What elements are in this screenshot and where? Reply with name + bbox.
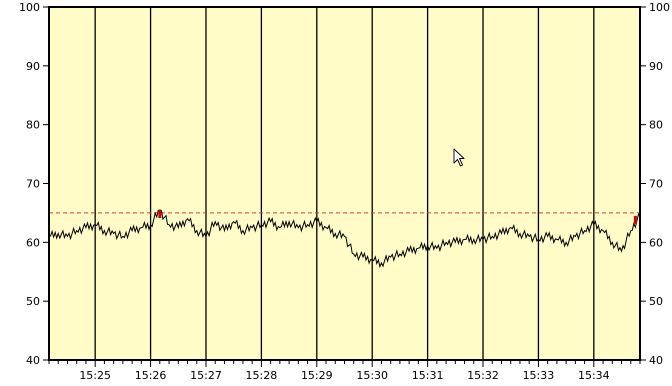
x-tick-label: 15:33 [523, 369, 555, 382]
y-tick-label-left: 50 [26, 295, 40, 308]
chart-background [49, 7, 640, 360]
x-tick-label: 15:25 [79, 369, 111, 382]
x-tick-label: 15:31 [412, 369, 444, 382]
y-tick-label-right: 90 [649, 60, 663, 73]
plot-area [49, 7, 640, 360]
y-tick-label-left: 100 [19, 1, 40, 14]
minute-gridlines [94, 7, 595, 360]
tick-labels: 40 40 50 50 60 60 70 70 80 80 90 90 100 100 15:25 15:26… [19, 1, 670, 382]
x-tick-label: 15:28 [246, 369, 278, 382]
x-tick-label: 15:30 [356, 369, 388, 382]
y-tick-label-right: 40 [649, 354, 663, 367]
y-tick-label-right: 60 [649, 236, 663, 249]
y-tick-label-left: 80 [26, 119, 40, 132]
y-tick-label-right: 80 [649, 119, 663, 132]
x-tick-label: 15:32 [467, 369, 499, 382]
y-tick-label-left: 40 [26, 354, 40, 367]
y-tick-label-right: 50 [649, 295, 663, 308]
y-tick-label-left: 90 [26, 60, 40, 73]
x-tick-label: 15:27 [190, 369, 222, 382]
y-tick-label-right: 70 [649, 178, 663, 191]
axes [43, 6, 646, 367]
alarm-marker-layer [158, 209, 637, 224]
data-trace [48, 209, 641, 269]
x-tick-label: 15:26 [135, 369, 167, 382]
y-tick-label-left: 60 [26, 236, 40, 249]
x-tick-label: 15:29 [301, 369, 333, 382]
trace-layer [48, 209, 641, 269]
y-tick-label-left: 70 [26, 178, 40, 191]
x-tick-label: 15:34 [578, 369, 610, 382]
y-tick-label-right: 100 [649, 1, 670, 14]
